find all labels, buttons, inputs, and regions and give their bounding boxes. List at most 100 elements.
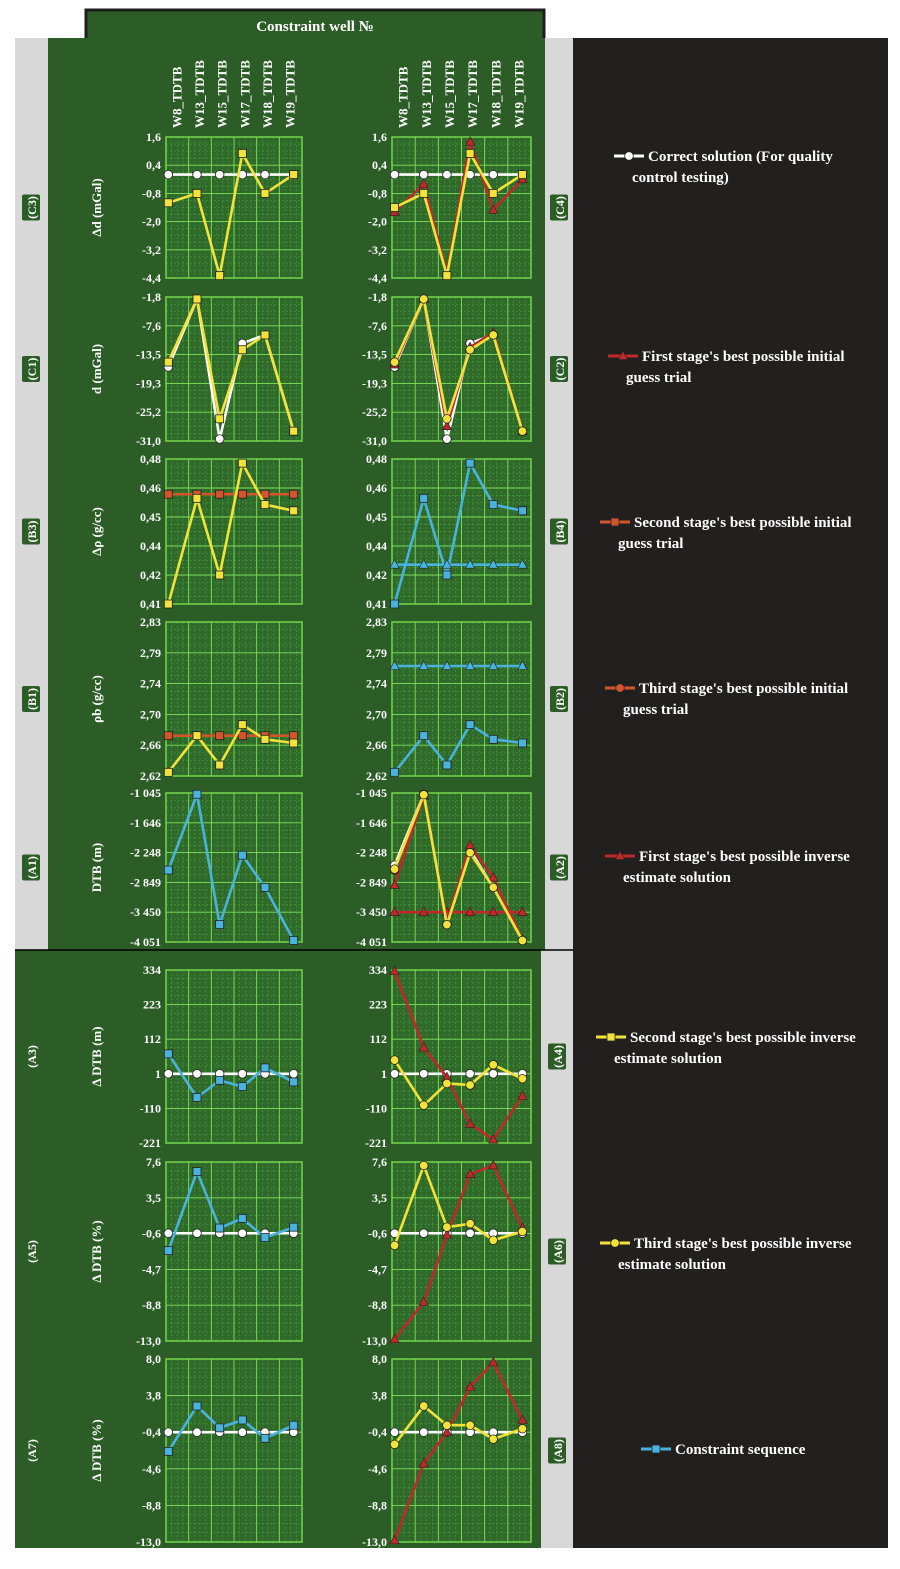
y-tick-label: -19,3: [136, 376, 161, 390]
data-point-s3_inv: [389, 864, 400, 874]
y-tick-label: -4,6: [142, 1462, 161, 1476]
data-point-s3_inv: [419, 1401, 429, 1411]
y-tick-label: -13,5: [136, 348, 161, 362]
y-tick-label: 334: [369, 963, 387, 977]
data-point-s3_inv: [465, 1080, 475, 1090]
y-tick-label: 0,44: [140, 539, 161, 553]
data-point-s1_inv: [389, 879, 400, 889]
data-point-s2_inv: [289, 738, 299, 748]
panel-A6: 7,6 3,5 -0,6 -4,7 -8,8 -13,0 (A6): [362, 1155, 566, 1348]
y-tick-label: 8,0: [372, 1352, 387, 1366]
y-axis-label: Δ DTB (m): [89, 1026, 104, 1086]
data-point-s2_init: [163, 731, 173, 741]
data-point-constraint: [442, 760, 452, 770]
well-label: W19_TDTB: [283, 60, 298, 128]
data-point-correct: [192, 1069, 202, 1079]
data-point-s1_inv: [464, 1381, 476, 1391]
y-tick-label: 2,83: [366, 615, 387, 629]
data-point-constraint: [465, 720, 475, 730]
y-tick-label: 0,41: [366, 597, 387, 611]
y-tick-label: 2,66: [366, 738, 387, 752]
data-point-constraint: [215, 1423, 225, 1433]
legend-label: Constraint sequence: [675, 1442, 806, 1458]
data-point-constraint: [442, 570, 452, 580]
data-point-s1_init: [488, 906, 499, 917]
data-point-constraint: [488, 500, 498, 509]
data-point-constraint: [260, 1433, 270, 1443]
y-tick-label: -0,4: [142, 1425, 161, 1439]
data-point-s3_inv: [465, 1218, 475, 1229]
y-tick-label: 0,42: [140, 568, 161, 582]
well-label: W18_TDTB: [488, 60, 503, 128]
well-label: W19_TDTB: [511, 60, 526, 128]
data-point-correct: [214, 434, 225, 444]
y-tick-label: 112: [370, 1032, 387, 1046]
data-point-constraint: [517, 660, 528, 670]
legend-label: First stage's best possible inverse: [639, 849, 850, 865]
y-tick-label: 2,83: [140, 615, 161, 629]
data-point-s2_inv: [260, 734, 270, 744]
y-tick-label: 0,48: [366, 452, 387, 466]
data-point-s2_inv: [518, 170, 527, 180]
data-point-constraint: [488, 734, 498, 744]
series-line-s1_inv: [393, 1361, 524, 1541]
data-point-s3_inv: [517, 1424, 528, 1434]
data-point-constraint: [289, 1222, 299, 1232]
y-tick-label: -2,0: [142, 215, 161, 229]
data-point-s2_inv: [163, 198, 173, 208]
data-point-s1_inv: [464, 1168, 476, 1178]
series-line-s3_inv: [393, 1059, 523, 1107]
y-tick-label: -0,8: [142, 186, 161, 200]
panel-A4: 334 223 112 1 -110 -221 (A4): [365, 963, 566, 1150]
data-point-s2_inv: [237, 458, 247, 468]
data-point-correct: [237, 1228, 248, 1238]
well-label: W18_TDTB: [260, 60, 275, 128]
data-point-s1_inv: [488, 204, 499, 214]
data-point-s3_inv: [465, 345, 475, 355]
panel-B1: 2,83 2,79 2,74 2,70 2,66 2,62 ρb (g/cc) (B1): [22, 615, 303, 783]
legend-swatch-marker: [617, 350, 629, 360]
panel-id-label: (B3): [25, 521, 39, 543]
series-line-s2_inv: [167, 297, 295, 432]
data-point-s3_inv: [488, 1060, 498, 1070]
data-point-s1_init: [389, 906, 400, 917]
data-point-s3_inv: [465, 1420, 475, 1430]
series-line-constraint: [167, 1053, 295, 1099]
legend-swatch-marker: [606, 1032, 616, 1042]
data-point-s2_inv: [163, 767, 173, 777]
series-line-s3_inv: [393, 1164, 523, 1246]
y-tick-label: -2 248: [130, 846, 161, 860]
series-line-s2_inv: [167, 461, 294, 605]
panel-id-label: (A1): [25, 856, 39, 879]
y-tick-label: 3,5: [372, 1191, 387, 1205]
data-point-s2_init: [215, 489, 225, 499]
y-tick-label: 2,79: [366, 646, 387, 660]
y-tick-label: -7,6: [368, 319, 387, 333]
y-tick-label: 3,8: [372, 1389, 387, 1403]
data-point-s2_inv: [260, 500, 270, 509]
y-tick-label: -1 045: [130, 786, 161, 800]
data-point-constraint: [237, 1415, 247, 1425]
panel-id-label: (A3): [25, 1045, 39, 1068]
y-tick-label: -1 045: [356, 786, 387, 800]
series-line-constraint: [393, 461, 523, 605]
data-point-s1_inv: [488, 1133, 499, 1144]
data-point-correct: [419, 1427, 429, 1437]
y-tick-label: 3,8: [146, 1389, 161, 1403]
data-point-s2_inv: [289, 506, 299, 516]
data-point-s2_inv: [192, 188, 202, 198]
y-tick-label: -25,2: [136, 405, 161, 419]
series-line-constraint: [167, 1170, 295, 1252]
y-tick-label: 2,62: [140, 769, 161, 783]
legend-label: First stage's best possible initial: [642, 349, 845, 365]
data-point-constraint: [464, 559, 476, 569]
data-point-constraint: [390, 599, 399, 609]
y-tick-label: -1 646: [130, 816, 161, 830]
panel-A3: 334 223 112 1 -110 -221 Δ DTB (m) (A3): [22, 963, 303, 1150]
y-tick-label: -1,8: [142, 290, 161, 304]
data-point-constraint: [517, 559, 528, 569]
y-axis-label: DTB (m): [89, 843, 104, 892]
data-point-s3_inv: [488, 1235, 498, 1245]
data-point-s3_inv: [488, 882, 498, 893]
data-point-correct: [192, 169, 202, 180]
